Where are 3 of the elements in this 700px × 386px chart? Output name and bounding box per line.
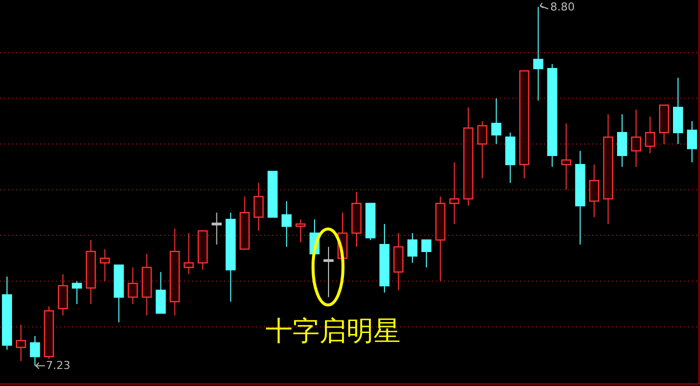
annotation: 十字启明星 bbox=[266, 316, 400, 347]
annotation: 8.80 bbox=[550, 0, 575, 14]
annotation: 7.23 bbox=[46, 359, 70, 372]
